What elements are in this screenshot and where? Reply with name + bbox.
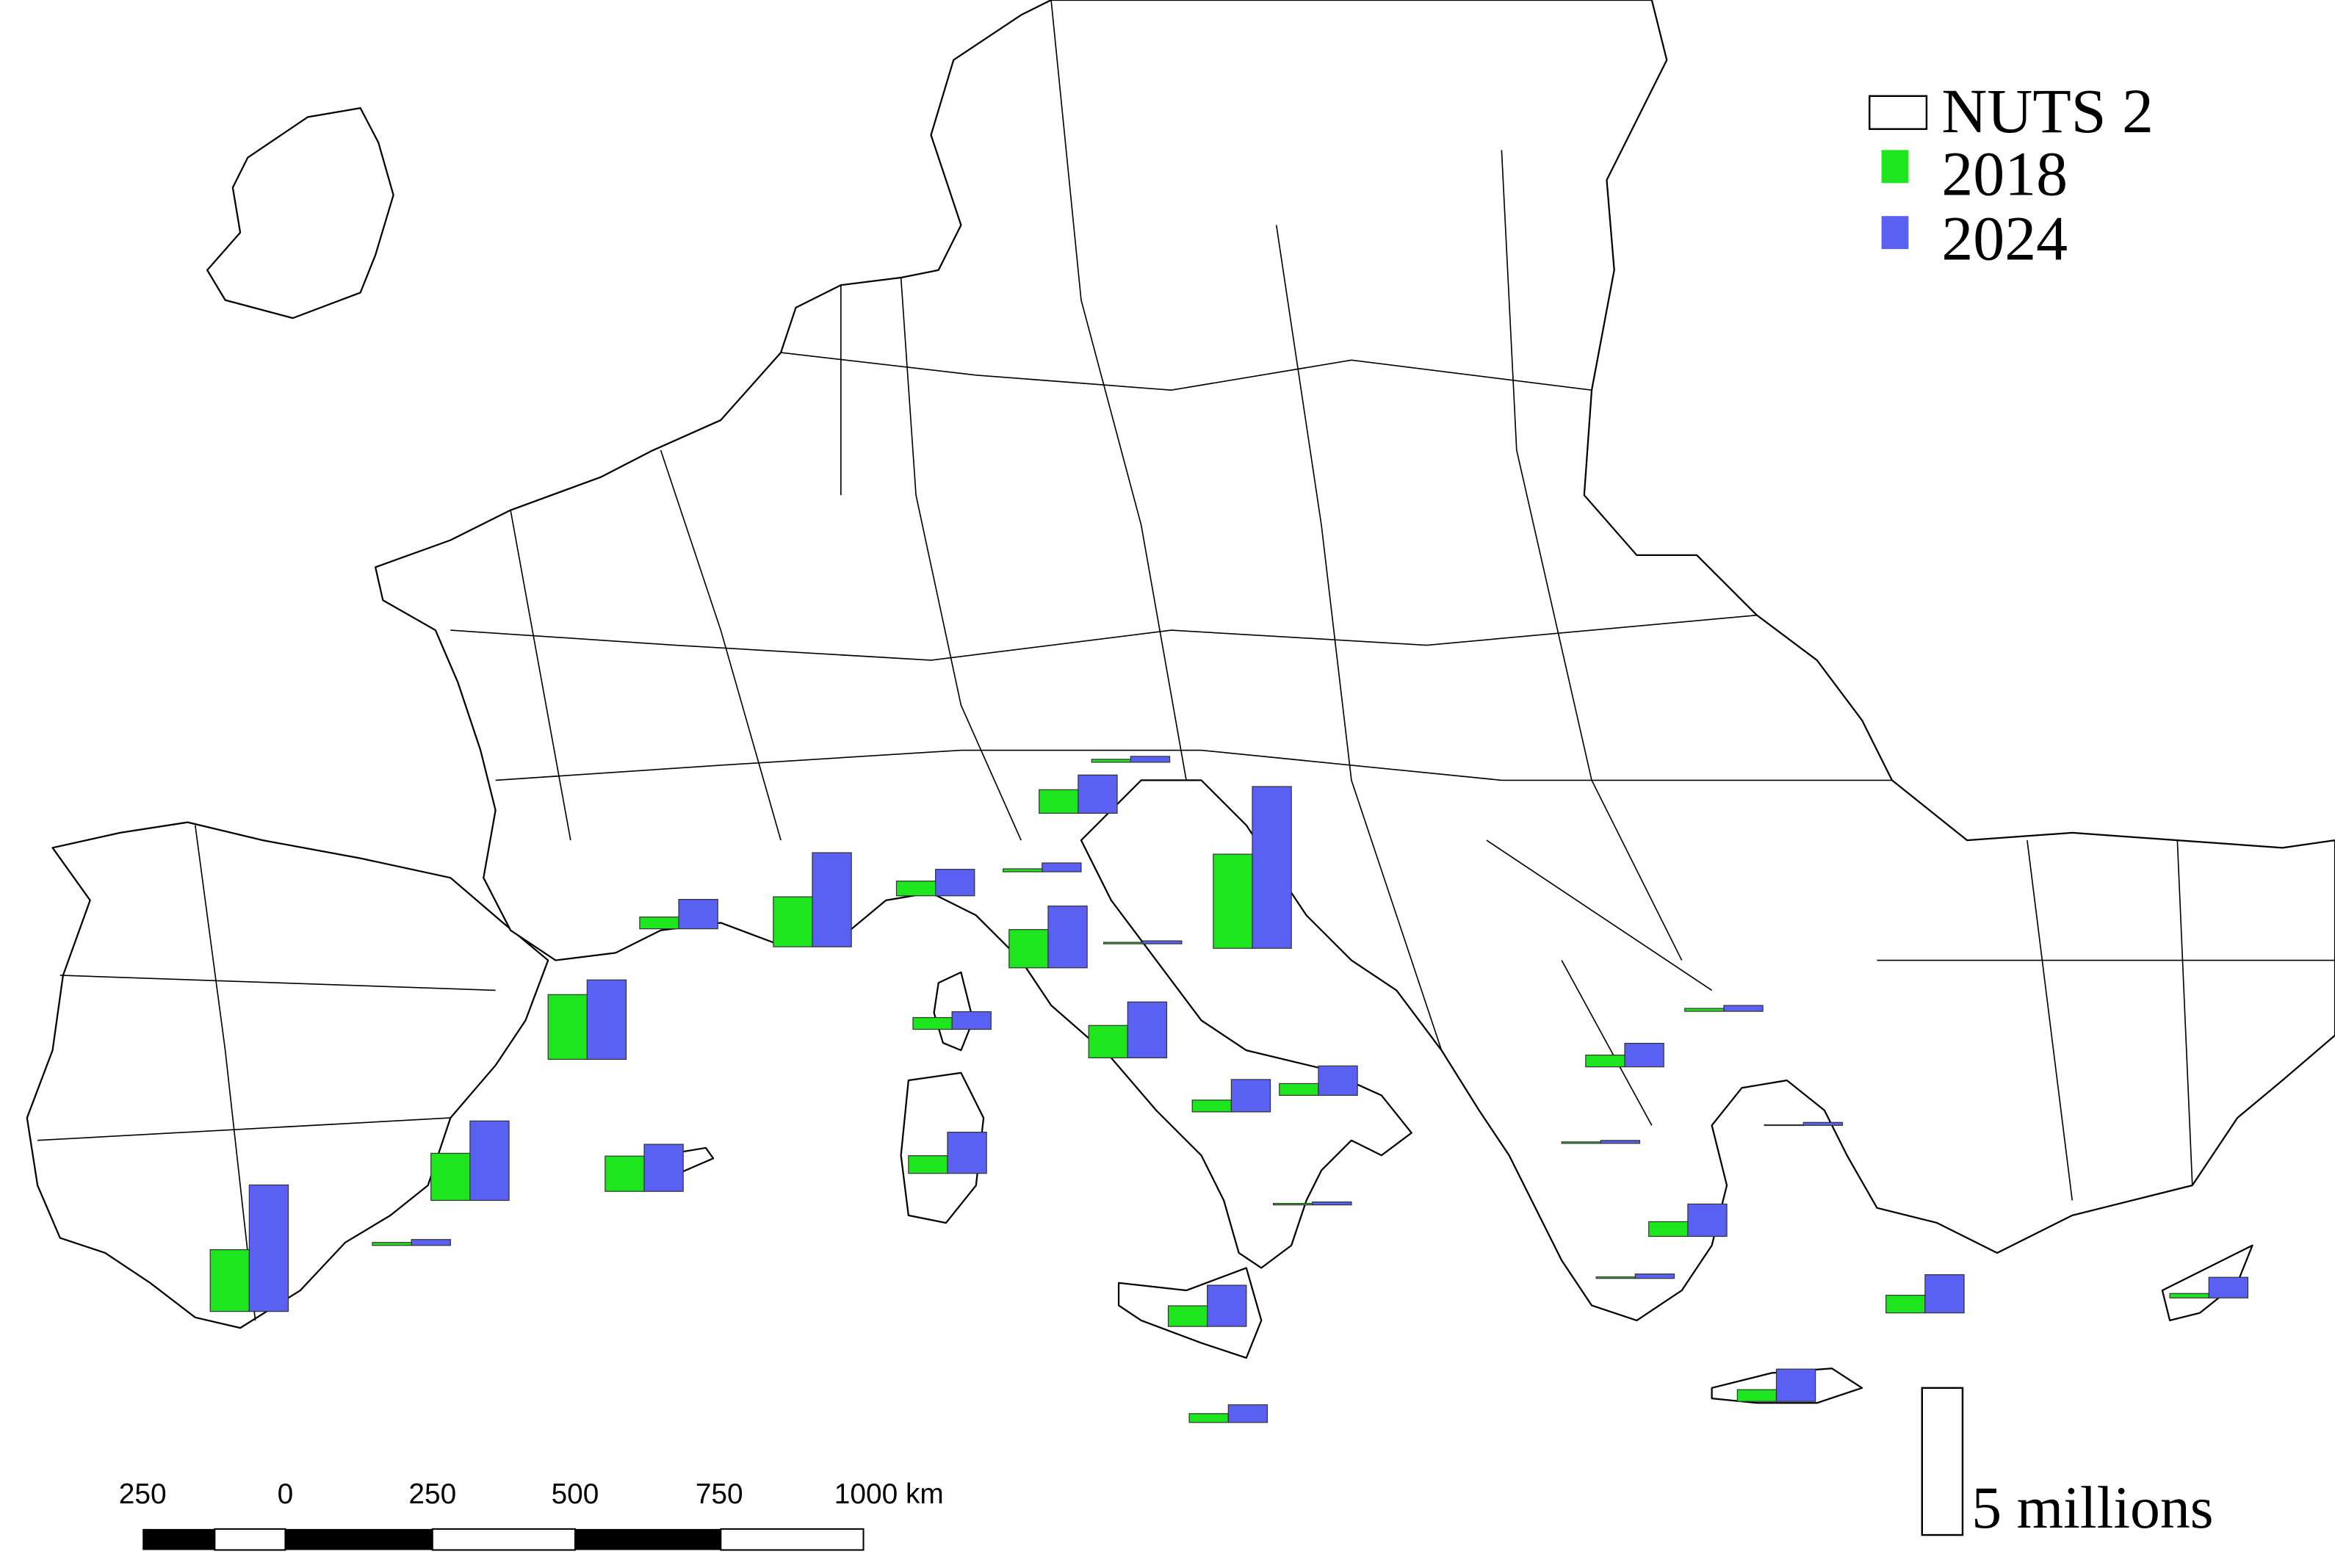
bar: [1252, 786, 1292, 949]
scale-segment: [142, 1528, 215, 1550]
bar: [908, 1155, 948, 1174]
bar: [935, 869, 975, 897]
bar: [209, 1249, 250, 1312]
scale-label: 750: [696, 1478, 743, 1510]
bar: [411, 1239, 451, 1246]
bar: [1312, 1201, 1352, 1206]
bar: [469, 1120, 510, 1202]
internal-borders: [37, 0, 2335, 1320]
scale-segment: [574, 1528, 721, 1550]
scale-label: 250: [408, 1478, 456, 1510]
scale-label: 500: [552, 1478, 599, 1510]
bar: [1318, 1065, 1358, 1096]
bar: [2169, 1293, 2209, 1298]
bar: [951, 1011, 992, 1030]
bar: [1230, 1079, 1271, 1113]
bar: [912, 1016, 953, 1030]
bar: [812, 852, 852, 947]
bar: [643, 1144, 684, 1192]
bar: [1273, 1202, 1313, 1206]
legend-label: 2018: [1941, 140, 2068, 209]
bar: [604, 1155, 645, 1192]
bar: [1047, 906, 1088, 969]
bar: [248, 1184, 289, 1312]
scale-segment: [431, 1528, 577, 1551]
bar: [1130, 756, 1171, 763]
sardinia: [900, 1072, 985, 1224]
bar: [1924, 1274, 1965, 1314]
bar: [2208, 1276, 2249, 1298]
bar-layer: [209, 756, 2249, 1423]
scale-segment: [720, 1528, 865, 1551]
bar: [1207, 1285, 1247, 1327]
iberia: [26, 821, 549, 1329]
legend-swatch: [1881, 150, 1909, 184]
scale-label: 0: [278, 1478, 294, 1510]
bar: [1648, 1221, 1689, 1238]
bar: [1142, 940, 1183, 944]
bar: [1227, 1404, 1268, 1423]
legend-label: 2024: [1941, 203, 2068, 273]
bar: [1723, 1005, 1764, 1012]
bar: [1561, 1141, 1601, 1144]
bar: [1078, 774, 1118, 814]
bar: [1687, 1203, 1728, 1238]
size-reference-box: [1921, 1387, 1964, 1536]
legend-outline-swatch: [1869, 95, 1928, 130]
bar: [1091, 759, 1132, 763]
bar: [1103, 942, 1144, 944]
scale-bar: [142, 1528, 865, 1551]
scale-label: 250: [119, 1478, 167, 1510]
bar: [1003, 868, 1043, 872]
bar: [1595, 1276, 1636, 1279]
scale-label: 1000 km: [834, 1478, 944, 1510]
bar: [1585, 1054, 1625, 1068]
bar: [1775, 1368, 1816, 1402]
bar: [773, 896, 813, 947]
bar: [1167, 1305, 1208, 1327]
bar: [1684, 1008, 1725, 1012]
bar: [1624, 1042, 1664, 1068]
bar: [1127, 1001, 1168, 1058]
bar: [1039, 789, 1079, 814]
size-reference-label: 5 millions: [1971, 1474, 2213, 1541]
legend-outline-label: NUTS 2: [1941, 76, 2154, 146]
bar: [1600, 1140, 1641, 1144]
bar: [1213, 853, 1253, 949]
bar: [1764, 1124, 1804, 1127]
bar: [678, 898, 718, 930]
bar: [586, 979, 627, 1061]
bar: [1008, 929, 1049, 969]
legend: NUTS 2 2018 2024: [1869, 76, 2154, 273]
bar: [1885, 1295, 1926, 1314]
bar: [1736, 1389, 1778, 1402]
bar: [372, 1242, 412, 1246]
bar: [430, 1152, 471, 1202]
bar: [547, 994, 588, 1061]
bar: [1088, 1025, 1128, 1058]
bar: [1802, 1121, 1844, 1126]
bar: [895, 881, 936, 897]
bar: [1279, 1083, 1319, 1096]
bar: [1634, 1273, 1675, 1279]
bar: [1188, 1413, 1229, 1423]
legend-swatch: [1881, 216, 1909, 250]
scale-labels: 250 0 250 500 750 1000 km: [119, 1478, 944, 1510]
size-reference: 5 millions: [1921, 1387, 2214, 1541]
bar: [947, 1132, 987, 1174]
bar: [1191, 1099, 1232, 1113]
ireland: [206, 106, 394, 319]
bar: [639, 917, 679, 930]
bar: [1042, 862, 1082, 872]
scale-segment: [285, 1528, 433, 1550]
scale-segment: [214, 1528, 286, 1551]
